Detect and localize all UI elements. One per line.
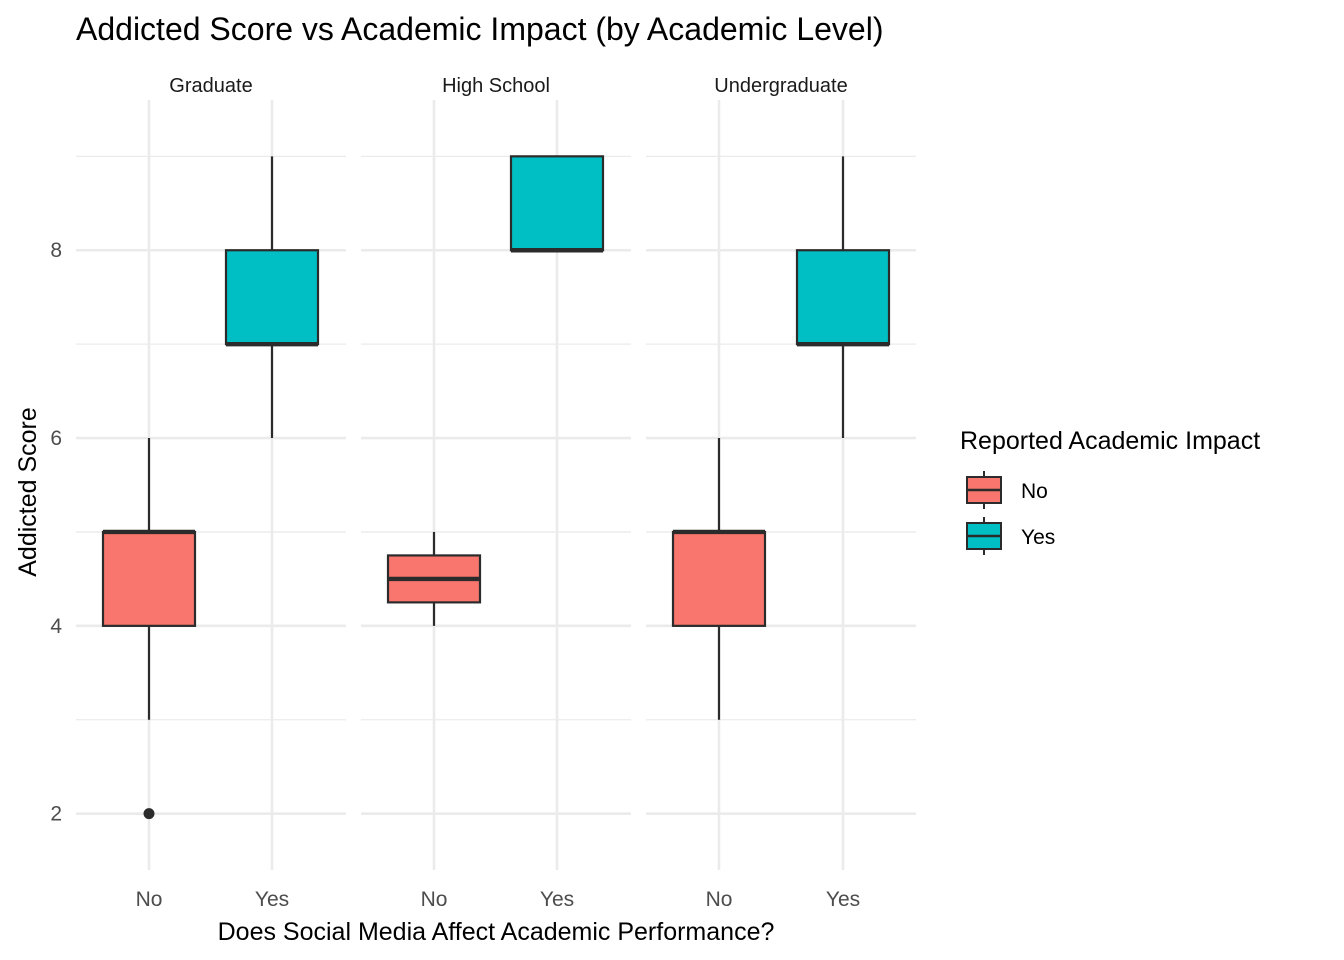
x-tick-label: Yes	[540, 888, 574, 911]
y-tick-label: 6	[50, 427, 62, 450]
x-tick-label: Yes	[826, 888, 860, 911]
box-no	[386, 531, 482, 626]
legend-item-no: No	[966, 471, 1048, 509]
y-tick-label: 2	[50, 803, 62, 826]
chart-title: Addicted Score vs Academic Impact (by Ac…	[76, 11, 883, 47]
legend-label: Yes	[1021, 526, 1055, 549]
outlier-point	[143, 808, 155, 820]
box-body	[795, 249, 891, 346]
y-axis-label: Addicted Score	[14, 407, 42, 577]
x-tick-label: No	[421, 888, 448, 911]
box-no	[671, 438, 767, 720]
box-body	[224, 249, 320, 346]
y-tick-label: 4	[50, 615, 62, 638]
facet-strip-label: Graduate	[169, 75, 252, 97]
box-yes	[795, 156, 891, 439]
facet-strip-label: High School	[442, 75, 550, 97]
y-tick-label: 8	[50, 239, 62, 262]
facet-panel: High School No Yes	[361, 75, 631, 911]
facet-strip-label: Undergraduate	[714, 75, 847, 97]
y-axis: 2 4 6 8	[50, 239, 62, 825]
box-yes	[509, 155, 605, 253]
x-tick-label: No	[136, 888, 163, 911]
x-tick-label: No	[706, 888, 733, 911]
legend-title: Reported Academic Impact	[960, 427, 1260, 455]
x-tick-label: Yes	[255, 888, 289, 911]
box-body	[671, 530, 767, 627]
box-yes	[224, 156, 320, 439]
legend-label: No	[1021, 480, 1048, 503]
legend-item-yes: Yes	[966, 517, 1055, 555]
box-body	[509, 155, 605, 252]
legend: No Yes	[966, 471, 1055, 555]
x-axis-label: Does Social Media Affect Academic Perfor…	[218, 918, 775, 946]
box-body	[101, 530, 197, 627]
facet-panel: Undergraduate No Yes	[646, 75, 916, 911]
facet-panel: Graduate No Yes	[76, 75, 346, 911]
box-no	[101, 438, 197, 820]
